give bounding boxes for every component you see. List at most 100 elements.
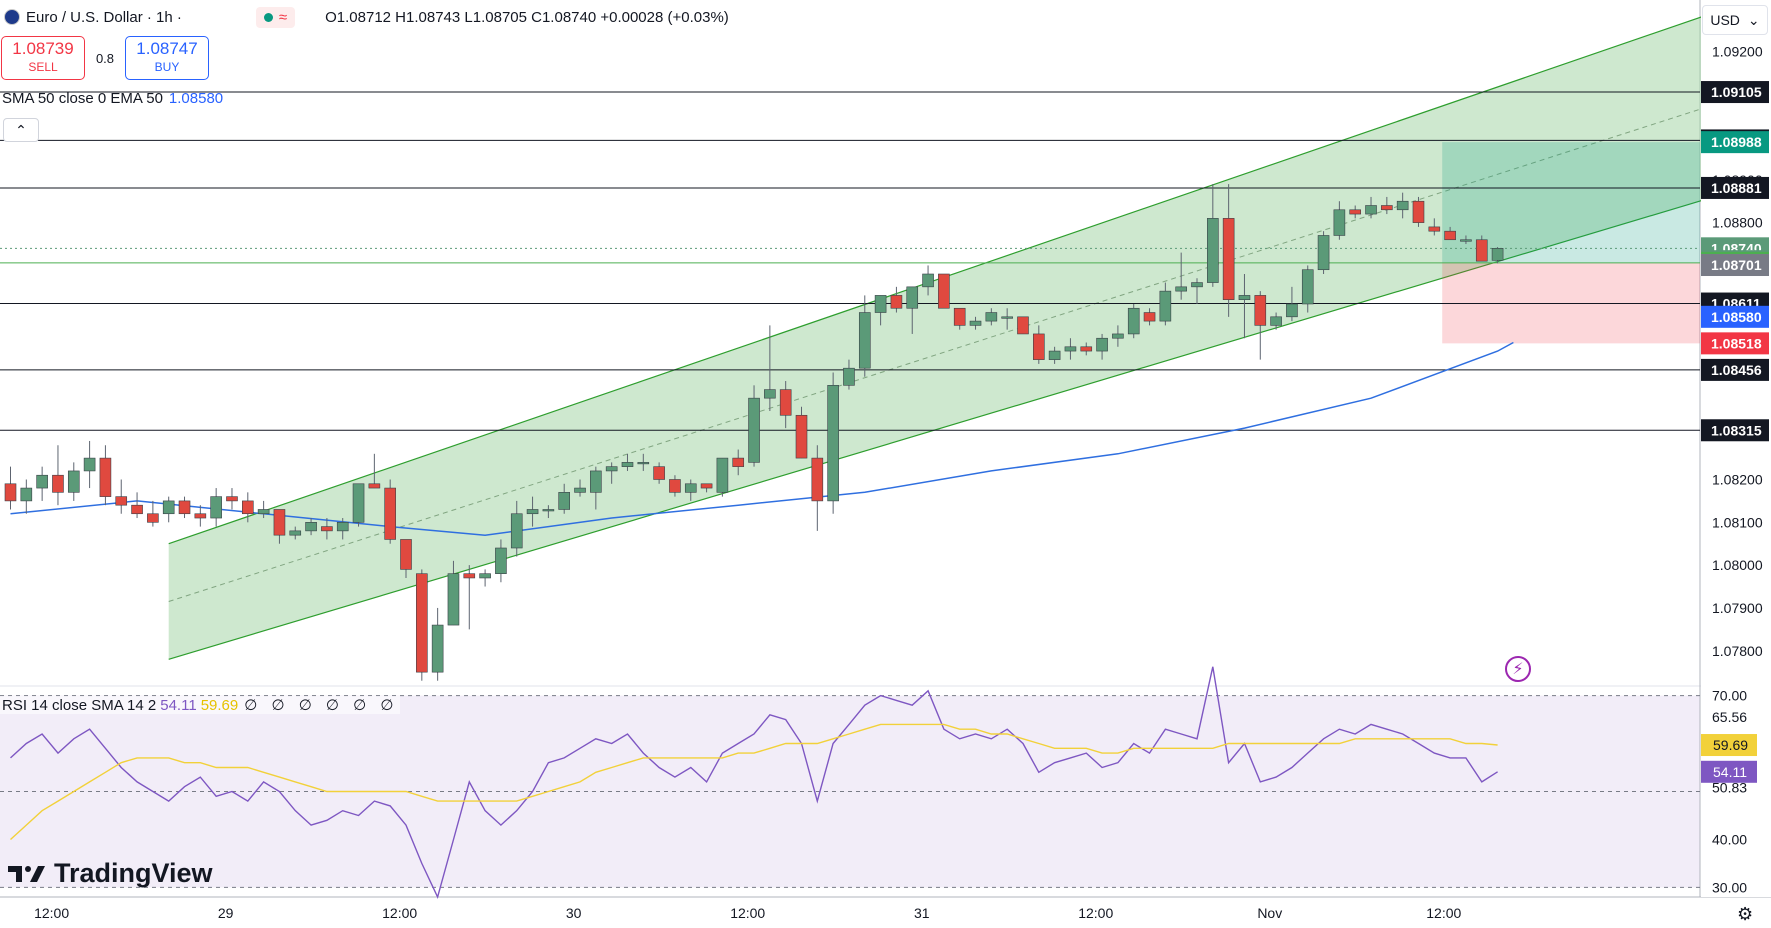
candle	[257, 500, 270, 519]
price-tag-label: 1.08315	[1711, 422, 1762, 438]
candle-body	[637, 462, 650, 465]
candle-body	[1381, 205, 1393, 211]
candle	[495, 539, 507, 583]
market-status-badge[interactable]: ≈	[255, 6, 296, 28]
candle-body	[590, 470, 602, 493]
candle	[1080, 342, 1093, 356]
candle-body	[210, 496, 222, 519]
sell-label: SELL	[28, 60, 58, 74]
candle	[36, 466, 48, 501]
candle	[922, 265, 934, 296]
candle	[368, 453, 381, 489]
candle	[1033, 325, 1045, 364]
candle-body	[226, 496, 238, 502]
candle	[147, 500, 159, 527]
candle-body	[938, 273, 950, 309]
rsi-legend[interactable]: RSI 14 close SMA 14 2 54.11 59.69 ∅ ∅ ∅ ∅ ∅…	[0, 696, 401, 714]
settings-gear-icon[interactable]: ⚙	[1737, 904, 1754, 924]
buy-label: BUY	[154, 60, 180, 74]
time-tick-label: 12:00	[730, 905, 765, 921]
candle	[1159, 282, 1172, 326]
candle	[542, 505, 555, 519]
tradingview-icon	[8, 865, 45, 882]
candle-body	[305, 522, 317, 532]
candle-body	[416, 573, 428, 673]
candle-body	[922, 273, 934, 288]
candle-body	[827, 385, 839, 502]
candle-body	[1301, 269, 1314, 305]
candle-body	[748, 397, 760, 463]
candle-body	[764, 389, 776, 399]
time-tick-label: 30	[566, 905, 582, 921]
buy-button[interactable]: 1.08747 BUY	[125, 36, 209, 80]
price-tick-label: 1.09200	[1712, 43, 1763, 59]
candle	[131, 492, 143, 519]
rsi-tick-label: 50.83	[1712, 780, 1747, 796]
candle	[1096, 333, 1108, 360]
candle	[953, 307, 966, 330]
candle	[1191, 278, 1203, 304]
chart-header: Euro / U.S. Dollar · 1h · ≈ O1.08712 H1.…	[0, 0, 729, 34]
candle-body	[368, 483, 381, 489]
candle-body	[99, 457, 112, 497]
symbol-title[interactable]: Euro / U.S. Dollar · 1h ·	[26, 8, 182, 26]
candle-body	[1412, 200, 1425, 223]
candle-body	[1064, 346, 1077, 352]
candle	[969, 316, 982, 330]
lightning-icon[interactable]: ⚡	[1505, 656, 1531, 682]
candle	[178, 496, 191, 519]
price-tick-label: 1.07900	[1712, 600, 1763, 616]
price-tick-label: 1.08100	[1712, 514, 1763, 530]
tradingview-logo[interactable]: TradingView	[8, 858, 213, 889]
candle	[574, 479, 586, 497]
time-tick-label: 12:00	[1426, 905, 1461, 921]
candle-body	[479, 573, 491, 579]
candle	[669, 475, 681, 497]
candle-body	[953, 307, 966, 326]
candle-body	[906, 286, 919, 309]
sell-button[interactable]: 1.08739 SELL	[1, 36, 85, 80]
candle-body	[605, 466, 618, 472]
candle-body	[1428, 226, 1441, 232]
candle-body	[1001, 316, 1013, 319]
candle-body	[1096, 337, 1108, 352]
candle-body	[811, 457, 824, 502]
price-tag-label: 1.09105	[1711, 84, 1762, 100]
price-tag-label: 1.08580	[1711, 309, 1762, 325]
candle-body	[1491, 248, 1504, 261]
candle-body	[1270, 316, 1282, 326]
price-tag	[1701, 254, 1769, 277]
candle-body	[431, 624, 444, 673]
candle	[273, 509, 286, 544]
candle-body	[716, 457, 729, 493]
currency-selector[interactable]: USD ⌄	[1702, 5, 1768, 35]
candle	[321, 518, 333, 540]
candle	[52, 445, 64, 506]
indicator-label: SMA 50 close 0 EMA 50	[2, 90, 163, 107]
candle	[1365, 196, 1377, 219]
candle-body	[131, 504, 143, 515]
candle	[590, 466, 602, 510]
eur-usd-flag-icon	[4, 9, 20, 25]
indicator-value: 1.08580	[168, 90, 224, 107]
candle-body	[1286, 303, 1298, 318]
candle-body	[526, 509, 539, 515]
price-tag	[1701, 332, 1769, 355]
candle-body	[162, 500, 175, 515]
indicator-legend[interactable]: SMA 50 close 0 EMA 50 1.08580	[2, 90, 223, 107]
chevron-up-icon: ⌃	[15, 122, 27, 138]
candle	[1444, 226, 1456, 241]
candle	[605, 462, 618, 484]
candle	[1064, 338, 1077, 360]
candle	[305, 518, 317, 536]
candle-body	[1333, 209, 1346, 236]
candle-body	[36, 474, 48, 489]
candle	[1017, 316, 1029, 335]
candle-body	[352, 483, 365, 523]
candle-body	[400, 539, 412, 570]
rsi-tick-label: 65.56	[1712, 709, 1747, 725]
candle	[764, 325, 776, 411]
collapse-legend-button[interactable]: ⌃	[3, 118, 39, 142]
candle	[479, 569, 491, 587]
